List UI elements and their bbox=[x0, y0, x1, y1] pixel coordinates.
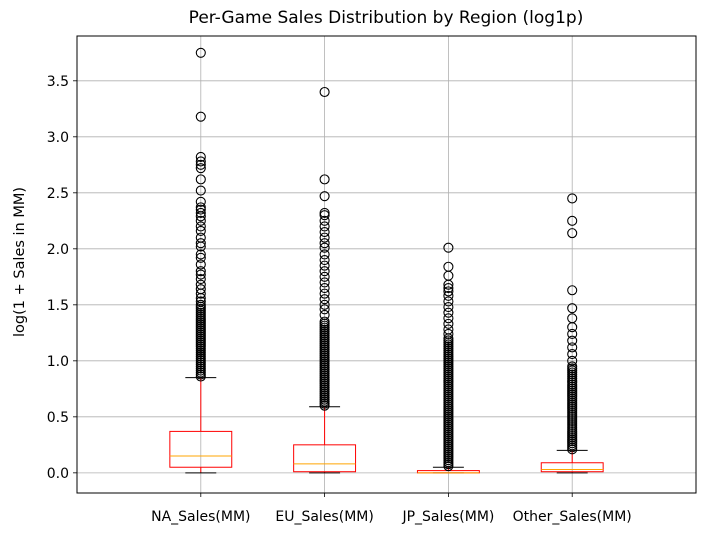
outlier-point bbox=[567, 228, 578, 239]
outlier-point bbox=[567, 361, 578, 372]
outlier-point bbox=[195, 274, 206, 285]
outlier-point bbox=[195, 207, 206, 219]
plot-frame bbox=[76, 35, 697, 494]
outlier-point bbox=[443, 242, 454, 253]
x-tick-label: EU_Sales(MM) bbox=[275, 509, 373, 525]
outlier-point bbox=[319, 86, 330, 98]
outlier-point bbox=[195, 204, 206, 215]
outlier-point bbox=[567, 328, 578, 339]
outlier-point bbox=[319, 309, 330, 320]
outlier-point bbox=[319, 299, 330, 310]
outlier-point bbox=[319, 271, 330, 282]
outlier-point bbox=[567, 355, 578, 366]
outlier-point bbox=[195, 196, 206, 207]
outlier-point bbox=[443, 296, 454, 307]
outlier-point bbox=[195, 252, 206, 263]
outlier-point bbox=[567, 342, 578, 353]
outlier-point bbox=[443, 290, 454, 301]
outlier-point bbox=[195, 221, 206, 232]
outlier-point bbox=[443, 318, 454, 329]
outlier-point bbox=[195, 159, 206, 170]
outlier-point bbox=[567, 322, 578, 333]
y-tick-label: 3.5 bbox=[47, 74, 69, 90]
outlier-point bbox=[319, 282, 330, 294]
outlier-point bbox=[319, 294, 330, 305]
outlier-point bbox=[195, 111, 206, 122]
outlier-point bbox=[195, 296, 206, 307]
outlier-point bbox=[319, 215, 330, 226]
outlier-point bbox=[319, 260, 330, 271]
outlier-point bbox=[443, 307, 454, 318]
outlier-point bbox=[319, 254, 330, 266]
y-tick-label: 2.0 bbox=[47, 242, 69, 258]
outlier-point bbox=[195, 215, 206, 226]
outlier-point bbox=[319, 242, 330, 253]
outlier-point bbox=[319, 221, 330, 232]
outlier-point bbox=[195, 241, 206, 252]
outlier-point bbox=[567, 349, 578, 360]
x-tick-label: JP_Sales(MM) bbox=[401, 509, 494, 525]
outlier-point bbox=[567, 303, 578, 314]
outlier-point bbox=[567, 285, 578, 296]
outlier-point bbox=[443, 282, 454, 294]
outlier-point bbox=[195, 185, 206, 196]
outlier-point bbox=[195, 266, 206, 277]
outlier-point bbox=[319, 232, 330, 243]
outlier-point bbox=[195, 151, 206, 163]
outlier-point bbox=[195, 269, 206, 280]
outlier-point bbox=[195, 163, 206, 174]
outlier-point bbox=[195, 299, 206, 310]
outlier-point bbox=[195, 174, 206, 185]
outlier-point bbox=[319, 288, 330, 299]
outlier-point bbox=[195, 211, 206, 222]
outlier-point bbox=[319, 277, 330, 288]
outlier-point bbox=[195, 293, 206, 304]
outlier-point bbox=[443, 313, 454, 324]
outlier-point bbox=[443, 286, 454, 297]
outlier-point bbox=[319, 316, 330, 327]
outlier-point bbox=[443, 302, 454, 313]
outlier-point bbox=[319, 304, 330, 315]
outlier-point bbox=[443, 279, 454, 290]
x-tick-label: Other_Sales(MM) bbox=[513, 509, 632, 525]
y-tick-label: 1.0 bbox=[47, 354, 69, 370]
outlier-point bbox=[567, 193, 578, 204]
outlier-point bbox=[319, 238, 330, 249]
outlier-point bbox=[443, 328, 454, 339]
outlier-point bbox=[195, 238, 206, 249]
y-axis-label: log(1 + Sales in MM) bbox=[12, 187, 28, 337]
outlier-point bbox=[319, 210, 330, 221]
outlier-point bbox=[319, 191, 330, 202]
outlier-point bbox=[195, 249, 206, 260]
chart-title: Per-Game Sales Distribution by Region (l… bbox=[189, 8, 584, 28]
outlier-point bbox=[195, 259, 206, 270]
outlier-point bbox=[195, 288, 206, 299]
outlier-point bbox=[195, 225, 206, 236]
outlier-point bbox=[443, 324, 454, 335]
box-iqr bbox=[169, 430, 233, 468]
y-tick-label: 2.5 bbox=[47, 186, 69, 202]
y-tick-label: 3.0 bbox=[47, 130, 69, 146]
outlier-point bbox=[319, 174, 330, 185]
outlier-point bbox=[567, 335, 578, 346]
outlier-point bbox=[195, 156, 206, 167]
outlier-point bbox=[567, 215, 578, 226]
box-iqr bbox=[293, 444, 357, 473]
outlier-point bbox=[195, 47, 206, 58]
y-tick-label: 0.0 bbox=[47, 466, 69, 482]
y-tick-label: 1.5 bbox=[47, 298, 69, 314]
outlier-point bbox=[319, 249, 330, 260]
plot-area: 0.0 0.5 1.0 1.5 2.0 2.5 3.0 3.5 NA_Sales(MM) EU_S… bbox=[47, 35, 697, 525]
outlier-point bbox=[319, 266, 330, 277]
box-iqr bbox=[540, 462, 604, 473]
outlier-point bbox=[319, 226, 330, 238]
y-tick-label: 0.5 bbox=[47, 410, 69, 426]
x-tick-label: NA_Sales(MM) bbox=[151, 509, 250, 525]
